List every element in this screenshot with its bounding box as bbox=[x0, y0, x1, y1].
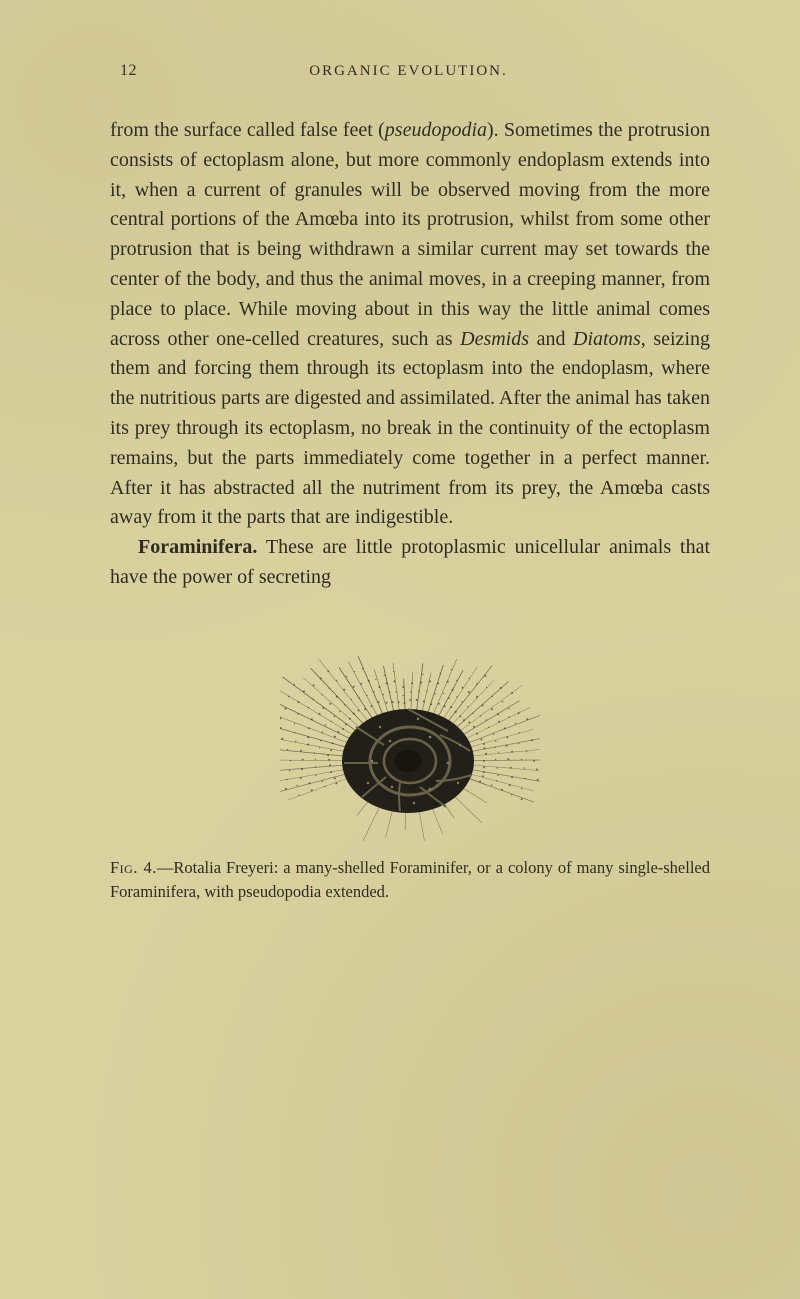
figure-4-caption: Fig. 4.—Rotalia Freyeri: a many-shelled … bbox=[110, 856, 710, 904]
p1-part-b: ). Sometimes the protrusion consists of … bbox=[110, 119, 710, 350]
figure-4: Fig. 4.—Rotalia Freyeri: a many-shelled … bbox=[110, 611, 710, 904]
p1-part-a: from the surface called false feet ( bbox=[110, 119, 385, 141]
p1-part-d: , seizing them and forcing them through … bbox=[110, 328, 710, 529]
term-pseudopodia: pseudopodia bbox=[385, 119, 487, 141]
paragraph-1: from the surface called false feet (pseu… bbox=[110, 116, 710, 533]
term-desmids: Desmids bbox=[460, 328, 529, 350]
figure-4-illustration bbox=[280, 611, 540, 841]
page-container: 12 ORGANIC EVOLUTION. from the surface c… bbox=[0, 0, 800, 1299]
running-head: ORGANIC EVOLUTION. bbox=[137, 63, 680, 80]
page-number: 12 bbox=[110, 62, 137, 80]
paragraph-2: Foraminifera. These are little protoplas… bbox=[110, 533, 710, 593]
p1-part-c: and bbox=[529, 328, 573, 350]
figure-4-caption-text: —Rotalia Freyeri: a many-shelled Foramin… bbox=[110, 858, 710, 901]
page-header: 12 ORGANIC EVOLUTION. bbox=[110, 62, 710, 80]
body-text: from the surface called false feet (pseu… bbox=[110, 116, 710, 593]
term-diatoms: Diatoms bbox=[573, 328, 641, 350]
p2-lead: Foraminifera. bbox=[138, 536, 257, 558]
figure-4-label: Fig. 4. bbox=[110, 858, 157, 877]
